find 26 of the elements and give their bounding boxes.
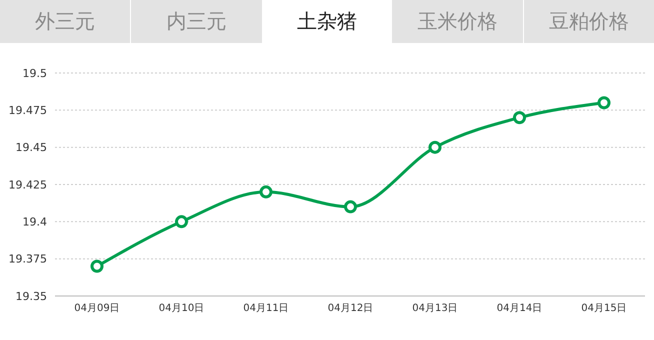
y-tick-label: 19.425 [8, 178, 47, 192]
text: 玉米价格 [417, 8, 498, 35]
point [428, 140, 442, 154]
y-tick-label: 19.35 [16, 290, 47, 303]
text: 内三元 [166, 8, 227, 35]
text: 外三元 [35, 8, 96, 35]
point [90, 260, 104, 273]
point [175, 215, 188, 228]
text: 豆粕价格 [548, 8, 629, 35]
x-tick-label: 04月09日 [74, 303, 120, 314]
x-tick-label: 04月13日 [412, 303, 458, 314]
y-tick-label: 19.375 [8, 252, 47, 266]
point [513, 111, 526, 124]
y-tick-label: 19.45 [16, 141, 47, 154]
y-tick-label: 19.475 [8, 104, 47, 118]
point [344, 200, 357, 214]
point [598, 96, 610, 110]
x-tick-label: 04月15日 [581, 303, 627, 314]
y-tick-label: 19.5 [22, 66, 47, 80]
chart-title: 土杂猪 [297, 8, 358, 35]
x-tick-label: 04月14日 [496, 303, 542, 314]
x-tick-label: 04月11日 [243, 303, 289, 314]
x-tick-label: 04月12日 [328, 303, 374, 314]
point [260, 185, 272, 198]
x-tick-label: 04月10日 [158, 303, 204, 314]
y-tick-label: 19.4 [22, 216, 47, 229]
